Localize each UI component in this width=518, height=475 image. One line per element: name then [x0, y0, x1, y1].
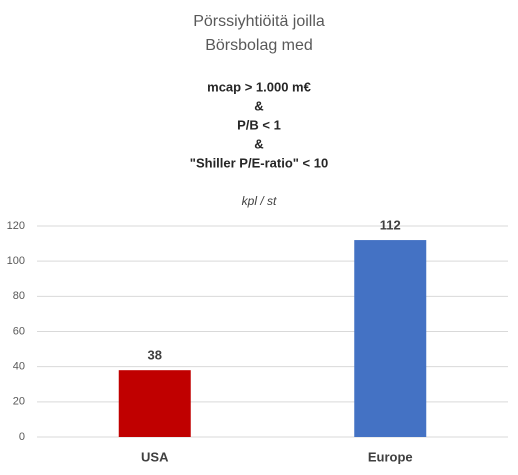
data-label: 38 [148, 348, 162, 363]
y-tick-label: 120 [7, 220, 25, 232]
bar [118, 370, 191, 437]
chart-subtitle: & [254, 98, 263, 113]
chart-subtitle: mcap > 1.000 m€ [207, 79, 311, 94]
bar [354, 240, 427, 437]
chart-subtitle: P/B < 1 [237, 117, 281, 132]
y-tick-label: 100 [7, 255, 25, 267]
chart-title: Pörssiyhtiöitä joilla [193, 13, 325, 30]
y-tick-label: 40 [13, 361, 25, 373]
x-tick-label: Europe [368, 449, 413, 464]
data-label: 112 [380, 218, 401, 233]
y-tick-label: 60 [13, 325, 25, 337]
chart-subtitle: & [254, 136, 263, 151]
chart-subtitle: "Shiller P/E-ratio" < 10 [190, 155, 328, 170]
x-tick-label: USA [141, 449, 169, 464]
chart-title: Börsbolag med [205, 37, 313, 54]
y-axis-label: kpl / st [242, 194, 277, 208]
y-tick-label: 20 [13, 396, 25, 408]
y-tick-label: 80 [13, 290, 25, 302]
y-tick-label: 0 [19, 431, 25, 443]
